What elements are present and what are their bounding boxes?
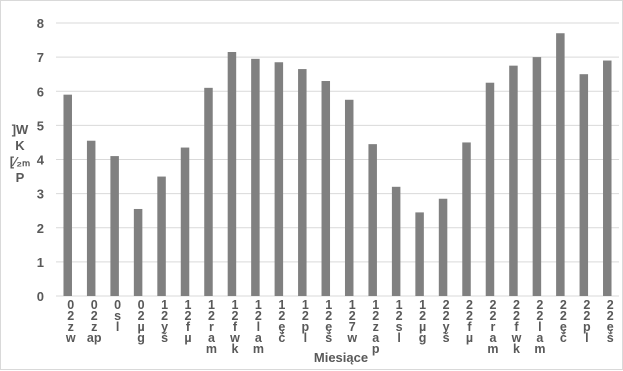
y-axis-label-text: ]W K [∕₂ₘ P bbox=[10, 122, 30, 185]
bar bbox=[532, 57, 542, 296]
y-axis-ticks: 0 1 2 3 4 5 6 7 8 bbox=[37, 16, 45, 304]
bar bbox=[556, 33, 565, 297]
y-tick-label: 7 bbox=[37, 50, 44, 65]
bar bbox=[579, 74, 589, 296]
y-tick-label: 0 bbox=[37, 289, 44, 304]
y-tick-label: 2 bbox=[37, 221, 44, 236]
bar bbox=[509, 65, 518, 296]
bar bbox=[63, 94, 72, 296]
bar bbox=[204, 87, 213, 297]
bar bbox=[298, 69, 307, 296]
bar bbox=[133, 208, 143, 296]
bar bbox=[321, 81, 331, 296]
x-tick-label: 0 2 z ap bbox=[87, 298, 102, 345]
bars bbox=[63, 33, 612, 297]
y-tick-label: 5 bbox=[37, 118, 44, 133]
y-tick-label: 4 bbox=[37, 153, 45, 168]
y-tick-label: 6 bbox=[37, 84, 44, 99]
gridlines bbox=[56, 22, 619, 297]
bar bbox=[157, 176, 166, 296]
x-axis-label: Miesiące bbox=[314, 350, 368, 365]
bar bbox=[251, 58, 260, 296]
bar bbox=[462, 142, 471, 296]
y-axis-label: ]W K [∕₂ₘ P bbox=[10, 122, 30, 185]
bar bbox=[368, 144, 377, 296]
x-axis-ticks: 0 2 z w 0 2 z ap 0 s l 0 2 µ g 1 2 y š 1 2 f µ 1 2 r a m 1 2 f w k 1 2 l a m 1… bbox=[65, 298, 614, 356]
bar bbox=[391, 186, 401, 296]
y-tick-label: 1 bbox=[37, 255, 44, 270]
y-tick-label: 8 bbox=[37, 16, 44, 31]
bar bbox=[603, 60, 612, 296]
bar bbox=[180, 147, 190, 296]
bar bbox=[227, 52, 237, 296]
bar bbox=[274, 62, 284, 297]
y-tick-label: 3 bbox=[37, 187, 44, 202]
bar bbox=[86, 140, 96, 296]
bar bbox=[438, 198, 448, 296]
bar bbox=[415, 212, 424, 296]
bar bbox=[344, 99, 354, 296]
bar bbox=[485, 82, 495, 296]
bar bbox=[110, 156, 119, 296]
